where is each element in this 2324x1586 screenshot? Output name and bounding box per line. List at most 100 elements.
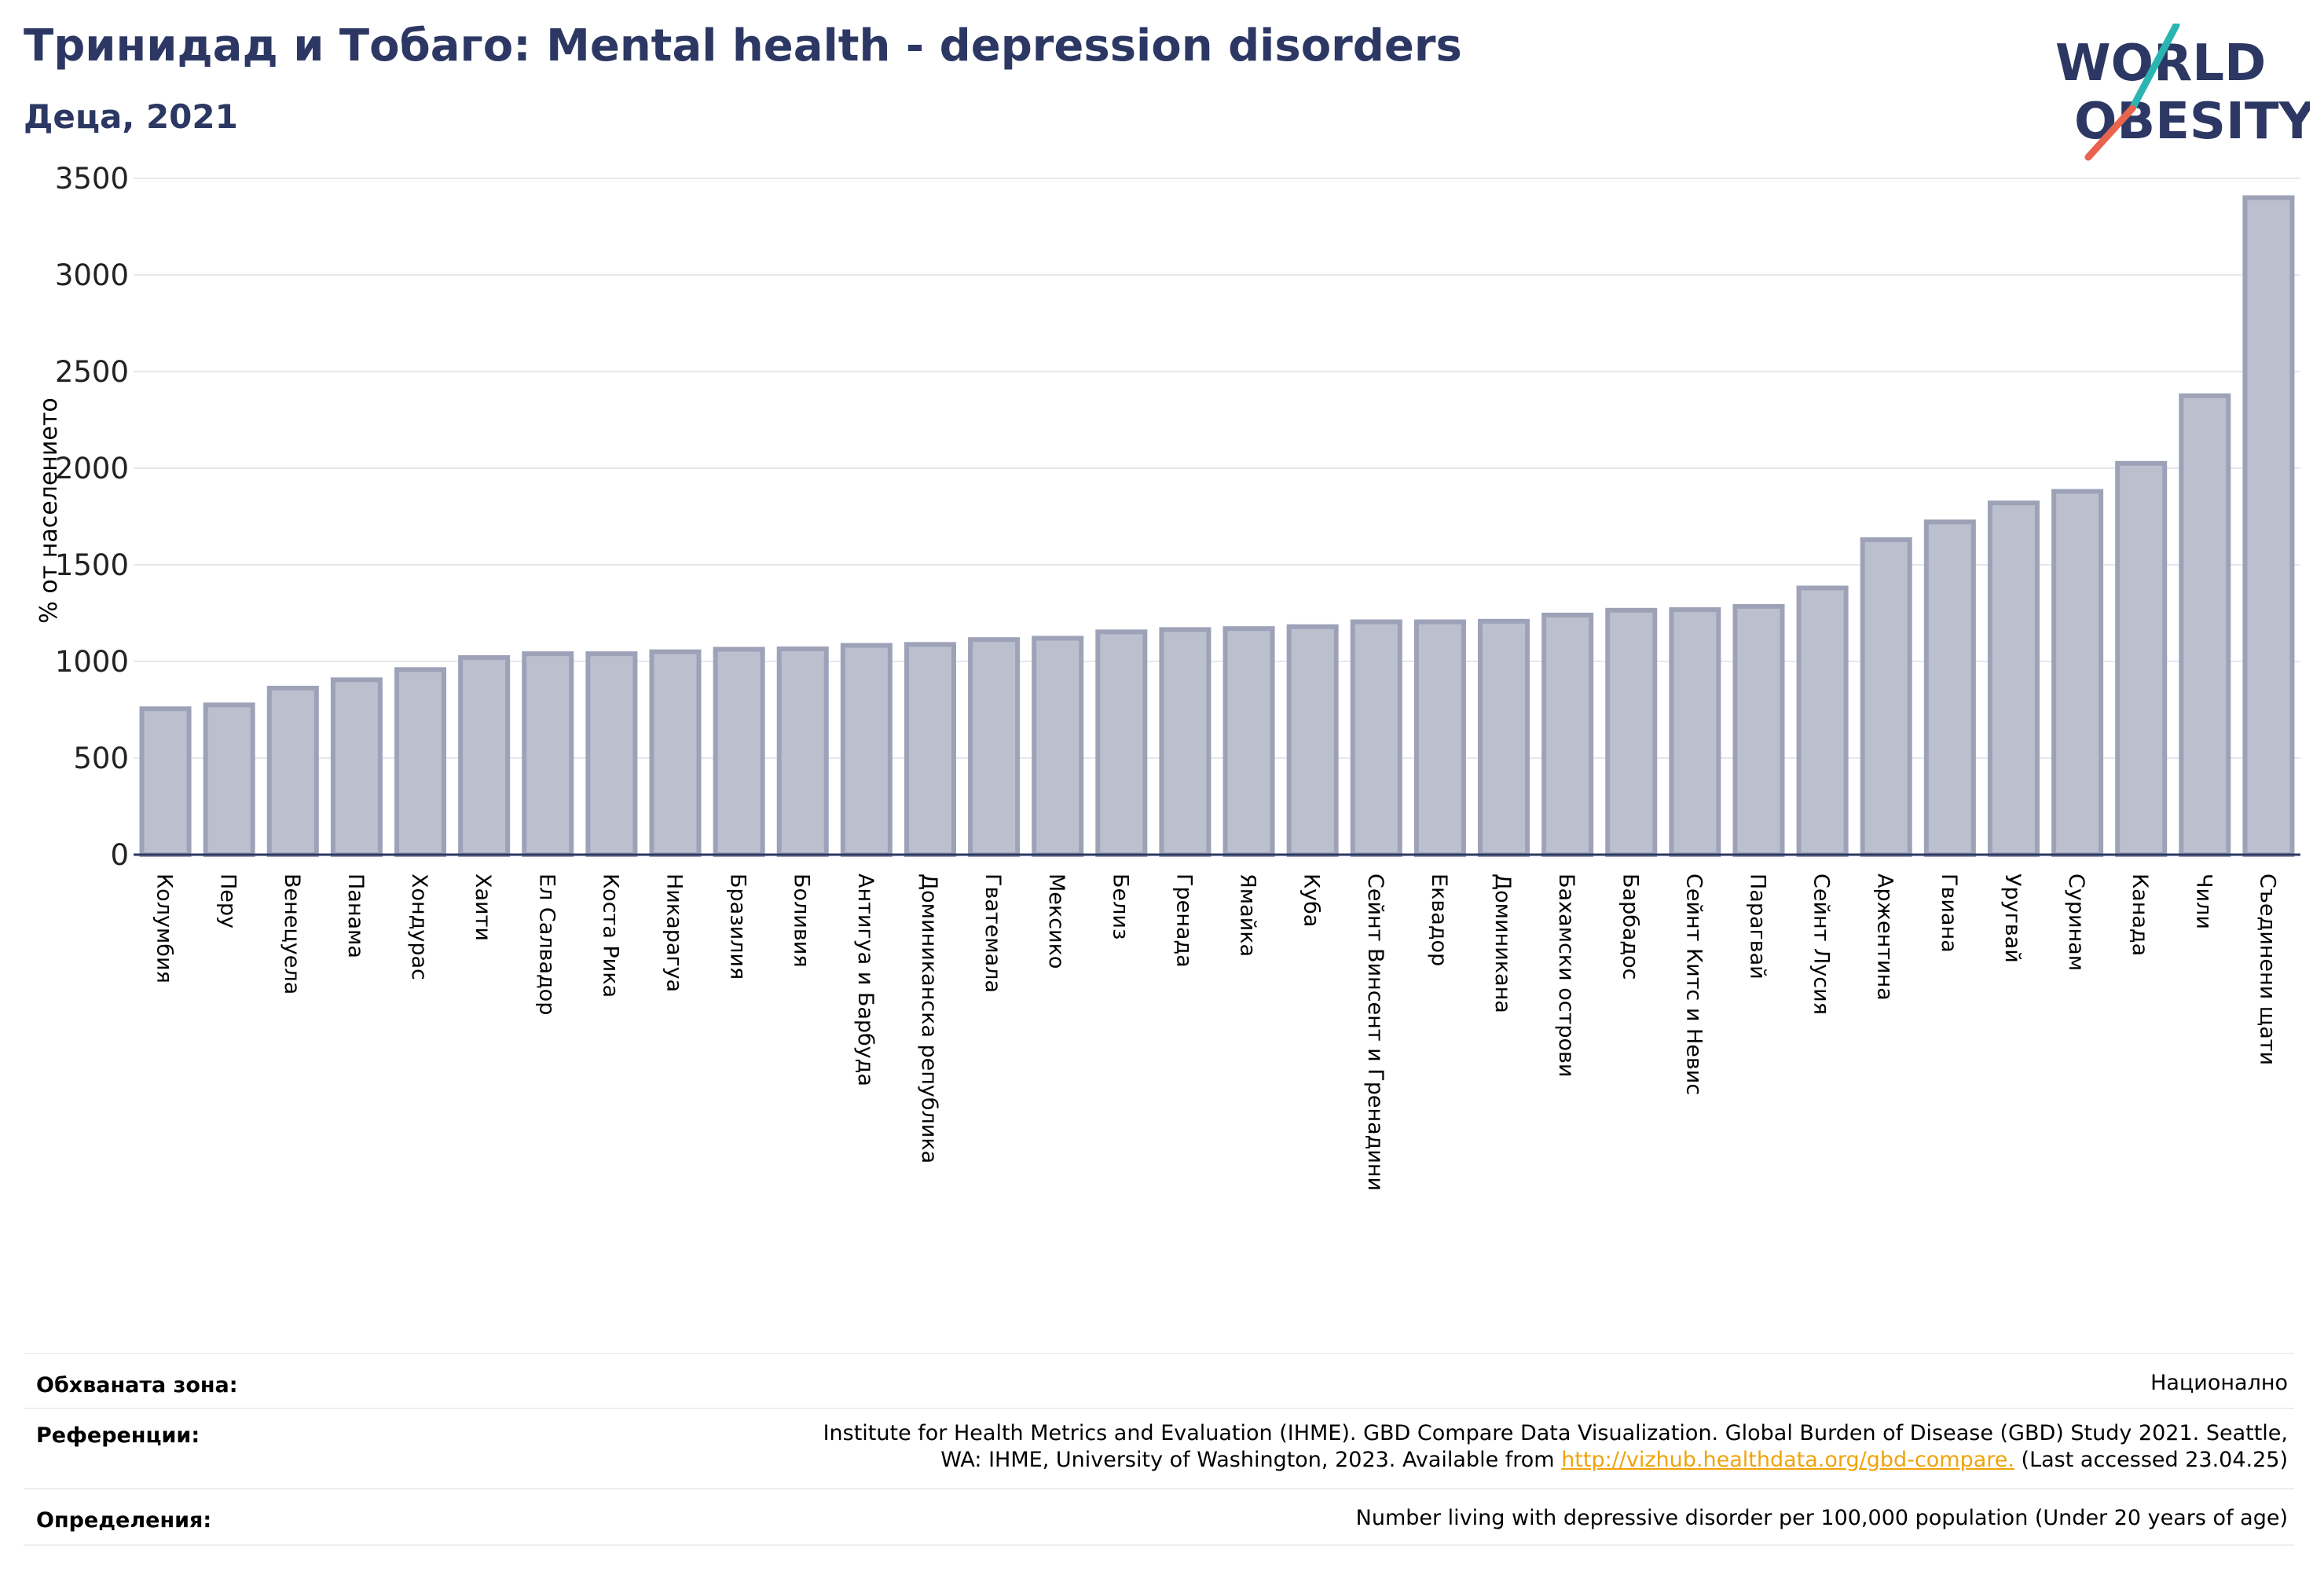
- x-tick-label: Еквадор: [1427, 874, 1451, 966]
- x-tick-label: Сейнт Винсент и Гренадини: [1363, 874, 1387, 1191]
- footer-label-references: Референции:: [36, 1423, 200, 1448]
- x-tick-label: Уругвай: [2000, 874, 2025, 963]
- bar: [649, 649, 702, 857]
- x-tick-label: Бразилия: [726, 874, 750, 980]
- bar: [776, 646, 829, 857]
- bar: [330, 677, 383, 857]
- x-tick-label: Перу: [216, 874, 240, 929]
- x-tick-label: Гренада: [1171, 874, 1196, 968]
- y-tick-label: 3500: [55, 162, 129, 196]
- bar: [1987, 500, 2040, 858]
- world-obesity-logo: WORLD OBESITY: [2055, 24, 2310, 161]
- y-tick-label: 2500: [55, 355, 129, 389]
- bar: [203, 702, 255, 857]
- bar: [1286, 624, 1339, 857]
- bar: [1350, 619, 1402, 857]
- bar: [1222, 626, 1275, 857]
- x-tick-label: Гватемала: [981, 874, 1005, 993]
- x-tick-label: Барбадос: [1618, 874, 1642, 980]
- x-tick-label: Колумбия: [152, 874, 177, 983]
- x-tick-label: Мексико: [1044, 874, 1069, 969]
- logo-line2: OBESITY: [2074, 93, 2310, 151]
- x-tick-label: Антигуа и Барбуда: [853, 874, 878, 1086]
- bar: [266, 685, 319, 857]
- x-tick-label: Доминиканска република: [917, 874, 941, 1163]
- bar: [2115, 460, 2168, 857]
- x-tick-label: Белиз: [1108, 874, 1132, 940]
- x-tick-label: Канада: [2128, 874, 2152, 956]
- x-tick-label: Аржентина: [1873, 874, 1897, 1001]
- bar: [1478, 618, 1530, 857]
- y-tick-label: 500: [73, 742, 129, 775]
- x-tick-label: Никарагуа: [662, 874, 687, 992]
- y-axis-label: % от населението: [35, 397, 63, 623]
- x-tick-label: Ел Салвадор: [534, 874, 559, 1015]
- logo-red-stroke: [2084, 104, 2136, 161]
- footer-table: Обхваната зона: Национално Референции: I…: [24, 1353, 2294, 1549]
- x-tick-label: Суринам: [2064, 874, 2088, 971]
- bar: [968, 637, 1021, 858]
- bars: [139, 195, 2295, 858]
- bar: [2051, 489, 2104, 858]
- footer-label-area: Обхваната зона:: [36, 1373, 238, 1397]
- bar: [2179, 393, 2231, 857]
- y-tick-label: 3000: [55, 258, 129, 292]
- references-line2: WA: IHME, University of Washington, 2023…: [940, 1448, 2288, 1472]
- bar: [1669, 607, 1721, 858]
- bar: [1541, 612, 1594, 858]
- bar: [2242, 195, 2295, 858]
- logo-teal-stroke: [2128, 24, 2180, 112]
- y-tick-label: 2000: [55, 452, 129, 485]
- bar: [1860, 537, 1912, 858]
- x-tick-label: Куба: [1299, 874, 1324, 927]
- bar: [1032, 635, 1084, 857]
- references-line1: Institute for Health Metrics and Evaluat…: [823, 1421, 2288, 1445]
- bar: [1413, 619, 1466, 857]
- x-tick-label: Венецуела: [280, 874, 304, 994]
- x-tick-label: Боливия: [790, 874, 814, 968]
- bar: [1605, 607, 1658, 857]
- y-tick-label: 0: [110, 838, 129, 872]
- bar: [904, 642, 956, 857]
- x-axis-ticks: Колумбия Перу Венецуела Панама Хондурас Хаити…: [152, 874, 2280, 1191]
- x-tick-label: Парагвай: [1746, 874, 1770, 980]
- bar: [1796, 585, 1849, 858]
- footer-row-definitions: Определения: Number living with depressi…: [24, 1488, 2294, 1546]
- bar: [713, 646, 765, 857]
- footer-value-area: Национално: [2150, 1371, 2288, 1395]
- bar-chart: 0 500 1000 1500 2000 2500 3000 3500 Колумбия Пер…: [35, 162, 2300, 1191]
- x-tick-label: Съединени щати: [2255, 874, 2279, 1065]
- bar: [139, 706, 192, 858]
- bar: [1732, 603, 1785, 857]
- y-tick-label: 1000: [55, 645, 129, 679]
- x-tick-label: Сейнт Лусия: [1809, 874, 1834, 1015]
- bar: [1095, 629, 1148, 857]
- x-tick-label: Хондурас: [407, 874, 431, 980]
- footer-value-references: Institute for Health Metrics and Evaluat…: [823, 1420, 2288, 1474]
- x-tick-label: Доминикана: [1490, 874, 1515, 1013]
- x-tick-label: Бахамски острови: [1554, 874, 1578, 1077]
- x-tick-label: Ямайка: [1236, 874, 1260, 957]
- bar: [458, 655, 511, 858]
- chart-title: Тринидад и Тобаго: Mental health - depre…: [24, 20, 1462, 71]
- footer-row-references: Референции: Institute for Health Metrics…: [24, 1408, 2294, 1489]
- x-tick-label: Панама: [343, 874, 368, 958]
- footer-label-definitions: Определения:: [36, 1508, 212, 1533]
- x-tick-label: Гвиана: [1937, 874, 1961, 953]
- bar: [522, 651, 574, 857]
- bar: [1159, 627, 1211, 857]
- footer-value-definitions: Number living with depressive disorder p…: [1355, 1506, 2288, 1530]
- x-tick-label: Коста Рика: [598, 874, 622, 998]
- bar: [840, 643, 893, 857]
- bar: [394, 667, 447, 857]
- y-axis-ticks: 0 500 1000 1500 2000 2500 3000 3500: [55, 162, 129, 872]
- x-tick-label: Хаити: [471, 874, 495, 941]
- bar: [585, 651, 638, 857]
- chart-subtitle: Деца, 2021: [24, 97, 238, 136]
- x-tick-label: Сейнт Китс и Невис: [1681, 874, 1706, 1095]
- references-link[interactable]: http://vizhub.healthdata.org/gbd-compare…: [1561, 1448, 2014, 1472]
- footer-row-area: Обхваната зона: Национално: [24, 1353, 2294, 1409]
- logo-line1: WORLD: [2055, 35, 2266, 93]
- x-tick-label: Чили: [2191, 874, 2216, 929]
- bar: [1923, 519, 1976, 857]
